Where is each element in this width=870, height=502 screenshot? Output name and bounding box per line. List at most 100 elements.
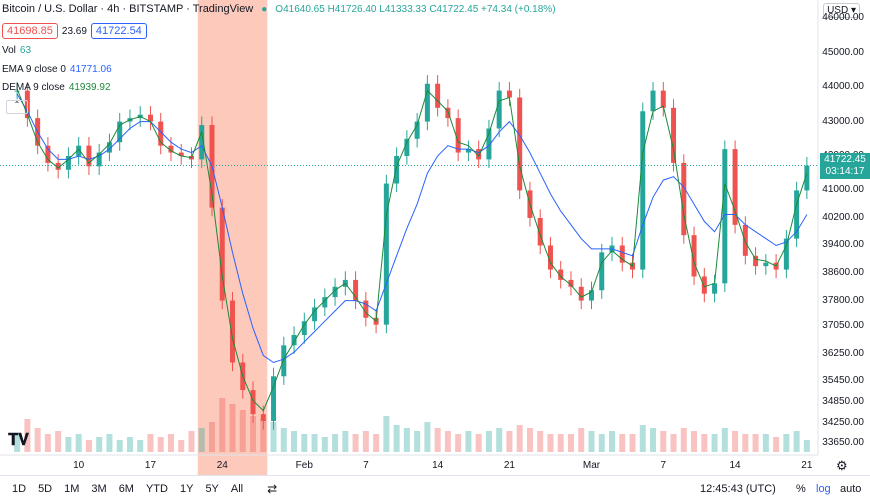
time-tick-label: 21: [801, 460, 813, 471]
bid-price[interactable]: 41698.85: [2, 23, 58, 39]
volume-bar: [96, 437, 103, 452]
volume-bar: [250, 416, 257, 452]
candle-body: [804, 165, 810, 191]
utc-clock[interactable]: 12:45:43 (UTC): [700, 483, 776, 495]
volume-bar: [383, 416, 390, 452]
volume-bar: [455, 434, 462, 452]
timeframe-5y[interactable]: 5Y: [205, 483, 219, 495]
volume-bar: [537, 431, 544, 452]
candle-body: [281, 345, 287, 377]
candle-body: [722, 149, 728, 284]
timeframe-1d[interactable]: 1D: [12, 483, 27, 495]
candle-body: [424, 83, 430, 122]
price-tick-label: 46000.00: [822, 12, 864, 24]
volume-bar: [465, 431, 472, 452]
timeframe-buttons: 1D 5D 1M 3M 6M YTD 1Y 5Y All: [6, 483, 249, 495]
candle-body: [486, 128, 492, 160]
tradingview-logo-icon[interactable]: 𝐓𝐕: [8, 432, 29, 449]
ask-price[interactable]: 41722.54: [90, 23, 147, 39]
volume-bar: [34, 428, 41, 452]
volume-bar: [434, 428, 441, 452]
timeframe-1m[interactable]: 1M: [64, 483, 80, 495]
candle-body: [158, 121, 164, 146]
vol-legend[interactable]: Vol 63: [2, 45, 31, 56]
price-tick-label: 36250.00: [822, 347, 864, 359]
dema-legend[interactable]: DEMA 9 close 41939.92: [2, 82, 111, 93]
spread-value: 23.69: [61, 25, 87, 37]
symbol-row: Bitcoin / U.S. Dollar · 4h · BITSTAMP · …: [2, 3, 556, 15]
volume-bar: [506, 431, 513, 452]
volume-bar: [680, 428, 687, 452]
auto-toggle[interactable]: auto: [840, 483, 862, 495]
volume-bar: [75, 434, 82, 452]
currency-select[interactable]: USD ▾: [823, 3, 860, 18]
candle-body: [660, 90, 666, 108]
price-tick-label: 39400.00: [822, 239, 864, 251]
timeframe-1y[interactable]: 1Y: [179, 483, 194, 495]
volume-bar: [239, 410, 246, 452]
volume-bar: [424, 422, 431, 452]
ema-legend[interactable]: EMA 9 close 0 41771.06: [2, 64, 112, 75]
volume-bar: [301, 434, 308, 452]
volume-bar: [773, 437, 780, 452]
volume-bar: [578, 428, 585, 452]
volume-bar: [803, 440, 810, 452]
timeframe-ytd[interactable]: YTD: [145, 483, 168, 495]
volume-bar: [65, 437, 72, 452]
volume-bar: [516, 425, 523, 452]
candle-body: [230, 300, 236, 363]
volume-bar: [475, 434, 482, 452]
volume-bar: [444, 431, 451, 452]
candle-body: [763, 262, 769, 267]
symbol-title[interactable]: Bitcoin / U.S. Dollar · 4h · BITSTAMP · …: [2, 3, 254, 15]
volume-bar: [332, 434, 339, 452]
volume-bar: [547, 434, 554, 452]
log-toggle[interactable]: log: [816, 483, 831, 495]
bottom-toolbar: 1D 5D 1M 3M 6M YTD 1Y 5Y All ⇄ 12:45:43 (UTC) % …: [0, 475, 870, 502]
volume-bar: [137, 440, 144, 452]
currency-label: USD: [827, 5, 849, 16]
price-tick-label: 40200.00: [822, 211, 864, 223]
volume-bar: [609, 431, 615, 452]
volume-bar: [721, 428, 728, 452]
volume-bar: [619, 434, 626, 452]
timeframe-6m[interactable]: 6M: [118, 483, 134, 495]
candle-body: [404, 138, 410, 156]
candle-body: [455, 118, 461, 153]
volume-bar: [742, 434, 749, 452]
candle-body: [199, 125, 205, 160]
volume-bar: [126, 437, 133, 452]
candle-body: [537, 217, 543, 246]
ema-label: EMA 9 close 0: [2, 64, 66, 75]
candle-body: [271, 376, 277, 422]
timeframe-5d[interactable]: 5D: [38, 483, 53, 495]
volume-bar: [588, 431, 595, 452]
volume-bar: [85, 440, 92, 452]
price-tick-label: 45000.00: [822, 46, 864, 58]
candle-body: [712, 283, 718, 294]
candle-body: [414, 121, 420, 139]
ohlc-values: O41640.65 H41726.40 L41333.33 C41722.45 …: [275, 3, 556, 15]
candles: [14, 75, 810, 430]
timeframe-all[interactable]: All: [230, 483, 244, 495]
time-tick-label: 14: [432, 460, 444, 471]
candle-body: [168, 145, 174, 153]
volume-bar: [629, 434, 636, 452]
price-tick-label: 34250.00: [822, 416, 864, 428]
collapse-legend-icon[interactable]: ⌃: [6, 100, 28, 114]
percent-toggle[interactable]: %: [796, 483, 806, 495]
candle-body: [547, 245, 553, 270]
candle-body: [353, 279, 359, 301]
settings-icon[interactable]: ⚙: [836, 458, 848, 473]
date-range-icon[interactable]: ⇄: [267, 482, 278, 496]
price-tick-label: 34850.00: [822, 396, 864, 408]
timeframe-3m[interactable]: 3M: [91, 483, 107, 495]
candle-body: [260, 414, 266, 422]
candle-body: [681, 162, 687, 236]
volume-bar: [762, 434, 769, 452]
volume-bar: [598, 434, 605, 452]
volume-bar: [567, 434, 574, 452]
candle-body: [147, 114, 153, 122]
candle-body: [742, 224, 748, 256]
